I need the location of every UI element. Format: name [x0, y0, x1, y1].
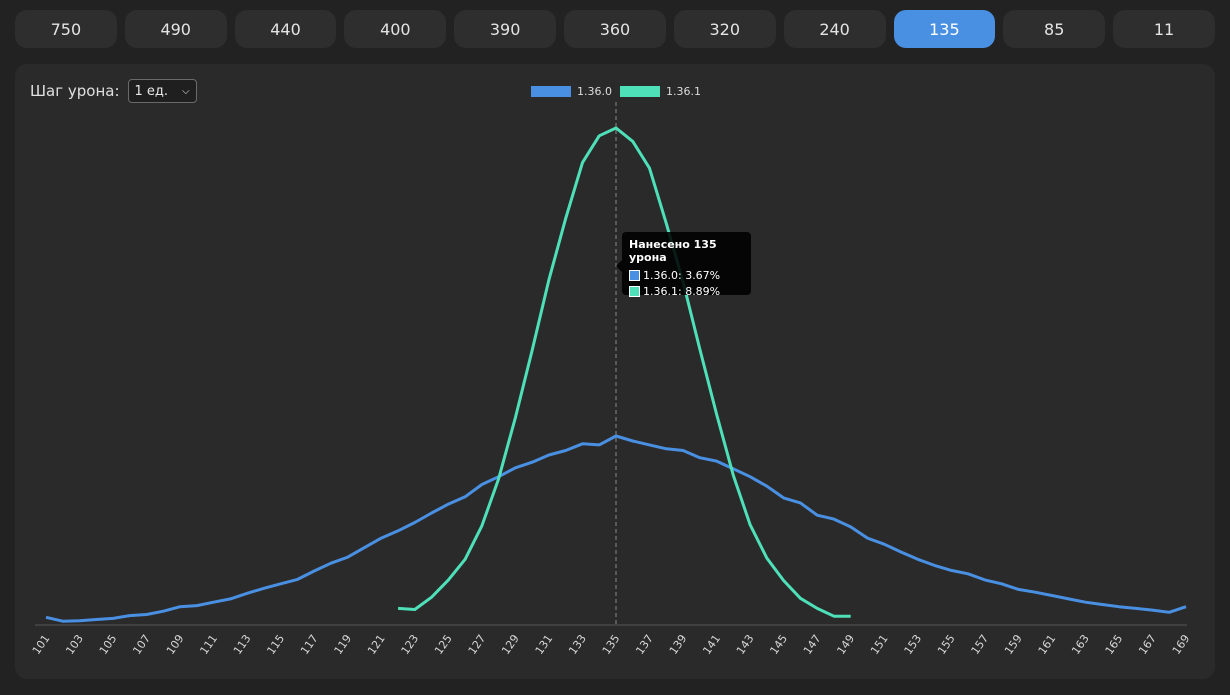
tooltip-value-1-36-0: 1.36.0: 3.67% — [643, 269, 721, 282]
x-tick-label: 167 — [1136, 632, 1159, 657]
x-tick-label: 119 — [332, 632, 355, 657]
x-tick-label: 161 — [1036, 632, 1059, 657]
x-tick-label: 137 — [633, 632, 656, 657]
legend-swatch-1-36-1[interactable] — [620, 86, 660, 97]
chart-panel: Шаг урона: 1 ед. ⌵ 1.36.0 1.36.1 101 103 10… — [15, 64, 1215, 679]
series-line-1-36-1[interactable] — [398, 126, 851, 618]
series-line-1-36-0[interactable] — [45, 434, 1187, 623]
x-tick-label: 111 — [197, 632, 220, 657]
x-axis-ticks: 101 103 105 107 109 111 113 115 117 119 121 123 125 1… — [30, 632, 1193, 657]
damage-tabs: 750 490 440 400 390 360 320 240 135 85 11 — [15, 10, 1215, 48]
tooltip-value-1-36-1: 1.36.1: 8.89% — [643, 285, 721, 298]
x-tick-label: 121 — [365, 632, 388, 657]
x-tick-label: 127 — [466, 632, 489, 657]
x-tick-label: 141 — [700, 632, 723, 657]
tab-85[interactable]: 85 — [1003, 10, 1106, 48]
x-tick-label: 133 — [566, 632, 589, 657]
damage-distribution-chart[interactable]: 1.36.0 1.36.1 101 103 105 107 109 111 113 115 117… — [15, 64, 1215, 679]
damage-step-select[interactable]: 1 ед. ⌵ — [127, 79, 197, 103]
legend-label-1-36-1[interactable]: 1.36.1 — [666, 85, 701, 98]
tooltip-row-1-36-1: 1.36.1: 8.89% — [629, 285, 744, 298]
x-tick-label: 109 — [164, 632, 187, 657]
legend-swatch-1-36-0[interactable] — [531, 86, 571, 97]
x-tick-label: 103 — [63, 632, 86, 657]
x-tick-label: 107 — [130, 632, 153, 657]
damage-step-label: Шаг урона: — [30, 82, 120, 100]
x-tick-label: 113 — [231, 632, 254, 657]
damage-step-value: 1 ед. — [134, 83, 169, 99]
tab-11[interactable]: 11 — [1113, 10, 1215, 48]
x-tick-label: 105 — [97, 632, 120, 657]
tab-400[interactable]: 400 — [344, 10, 447, 48]
x-tick-label: 117 — [298, 632, 321, 657]
tab-490[interactable]: 490 — [124, 10, 227, 48]
tooltip-title: Нанесено 135 урона — [629, 238, 717, 264]
x-tick-label: 115 — [264, 632, 287, 657]
tooltip-row-1-36-0: 1.36.0: 3.67% — [629, 269, 744, 282]
x-tick-label: 135 — [600, 632, 623, 657]
tab-240[interactable]: 240 — [783, 10, 886, 48]
x-tick-label: 153 — [902, 632, 925, 657]
x-tick-label: 125 — [432, 632, 455, 657]
x-tick-label: 123 — [399, 632, 422, 657]
x-tick-label: 145 — [767, 632, 790, 657]
chart-tooltip: Нанесено 135 урона 1.36.0: 3.67% 1.36.1:… — [616, 232, 751, 298]
x-tick-label: 129 — [499, 632, 522, 657]
x-tick-label: 163 — [1069, 632, 1092, 657]
tab-360[interactable]: 360 — [564, 10, 666, 48]
x-tick-label: 131 — [533, 632, 556, 657]
chart-legend: 1.36.0 1.36.1 — [531, 85, 701, 98]
tab-750[interactable]: 750 — [15, 10, 117, 48]
tab-440[interactable]: 440 — [234, 10, 337, 48]
x-tick-label: 147 — [801, 632, 824, 657]
tooltip-swatch-1-36-0 — [629, 270, 640, 281]
tab-390[interactable]: 390 — [454, 10, 557, 48]
tooltip-swatch-1-36-1 — [629, 286, 640, 297]
x-tick-label: 159 — [1002, 632, 1025, 657]
x-tick-label: 155 — [935, 632, 958, 657]
x-tick-label: 157 — [969, 632, 992, 657]
x-tick-label: 149 — [834, 632, 857, 657]
x-tick-label: 101 — [30, 632, 53, 657]
tab-320[interactable]: 320 — [673, 10, 776, 48]
x-tick-label: 165 — [1103, 632, 1126, 657]
chevron-down-icon: ⌵ — [182, 85, 190, 97]
damage-step-control: Шаг урона: 1 ед. ⌵ — [30, 79, 197, 103]
legend-label-1-36-0[interactable]: 1.36.0 — [577, 85, 612, 98]
tab-135[interactable]: 135 — [893, 10, 996, 48]
x-tick-label: 151 — [868, 632, 891, 657]
x-tick-label: 143 — [734, 632, 757, 657]
x-tick-label: 139 — [667, 632, 690, 657]
x-tick-label: 169 — [1170, 632, 1193, 657]
